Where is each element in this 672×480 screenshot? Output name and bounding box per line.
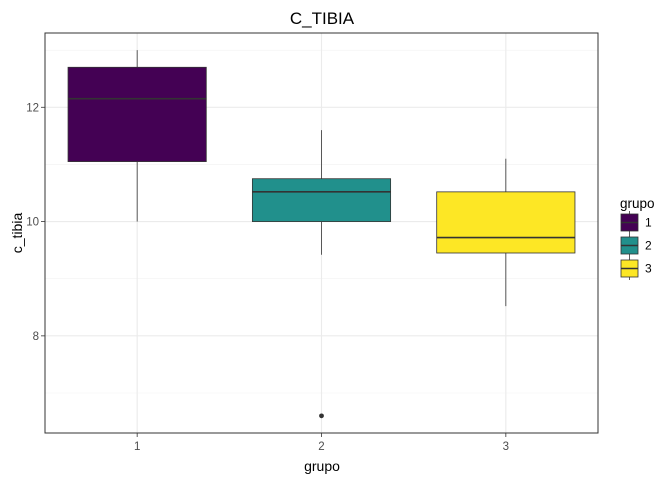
legend: grupo 1 2 3	[620, 196, 655, 280]
x-tick-label: 1	[134, 441, 140, 453]
legend-label-3: 3	[645, 262, 652, 276]
legend-items: 1 2 3	[620, 211, 652, 280]
y-axis-title: c_tibia	[9, 213, 25, 254]
x-axis-ticks: 1 2 3	[134, 433, 509, 453]
legend-title: grupo	[620, 196, 655, 211]
y-tick-label: 12	[26, 102, 39, 114]
y-axis-ticks: 8 10 12	[26, 102, 45, 343]
x-tick-label: 2	[318, 441, 324, 453]
box-1	[67, 66, 207, 162]
y-tick-label: 10	[26, 217, 39, 229]
boxes	[67, 50, 576, 419]
chart-title: C_TIBIA	[290, 9, 355, 28]
outlier-point-2	[319, 413, 324, 419]
legend-label-2: 2	[645, 239, 652, 253]
box-3	[436, 191, 576, 254]
box-2	[251, 178, 392, 222]
x-tick-label: 3	[503, 441, 509, 453]
y-tick-label: 8	[33, 331, 39, 343]
x-axis-title: grupo	[304, 458, 340, 474]
legend-label-1: 1	[645, 216, 652, 230]
